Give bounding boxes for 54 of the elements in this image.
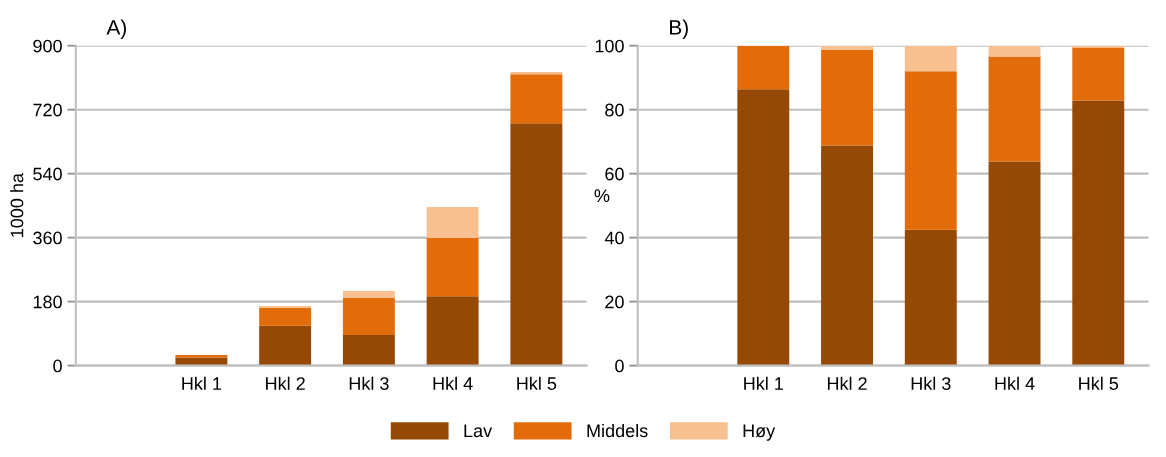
y-tick-label: 540 [33,167,62,181]
bar [988,161,1041,366]
legend-label: Lav [464,424,493,438]
x-tick-label: Hkl 1 [744,376,783,390]
y-tick-label: 60 [605,167,624,181]
bar [737,45,790,90]
x-tick-label: Hkl 2 [827,376,867,390]
bar [1072,100,1125,366]
x-tick-label: Hkl 1 [182,376,222,390]
bar [342,290,395,299]
x-tick-label: Hkl 5 [1079,376,1119,390]
y-tick-label: 900 [33,39,62,53]
x-tick-label: Hkl 3 [911,376,951,390]
bar [342,298,395,336]
bar [426,296,479,366]
x-tick-label: Hkl 4 [995,376,1035,390]
bar [904,71,957,230]
bar [510,123,563,366]
bar [904,229,957,366]
y-tick-label: 100 [595,39,624,53]
y-axis-title: % [594,189,610,203]
legend-label: Høy [743,424,776,441]
bar [988,45,1041,57]
x-tick-label: Hkl 5 [517,376,557,390]
legend-label: Middels [587,423,648,438]
bar [259,325,312,366]
bar [175,357,228,366]
y-tick-label: 360 [33,231,62,245]
x-tick-label: Hkl 4 [433,376,473,390]
y-tick-label: 0 [615,359,624,373]
y-tick-label: 40 [604,231,624,245]
bar [821,145,873,366]
bar [426,238,479,297]
bar [821,49,873,146]
bar [737,89,790,366]
bar [510,72,563,75]
bar [904,45,957,72]
y-tick-label: 180 [33,295,62,309]
y-tick-label: 0 [53,359,62,373]
bar [988,56,1041,162]
chart-title: B) [670,19,688,39]
bar [426,207,479,238]
bar [510,74,563,124]
y-axis-title: 1000 ha [10,173,24,237]
bar [821,45,873,50]
x-tick-label: Hkl 2 [266,376,305,390]
y-tick-label: 720 [33,103,62,117]
bar [259,307,312,326]
y-tick-label: 20 [605,295,624,309]
y-tick-label: 80 [605,103,624,117]
bar [342,335,395,366]
chart-title: A) [106,19,126,39]
x-tick-label: Hkl 3 [349,376,389,390]
bar [1072,47,1125,101]
